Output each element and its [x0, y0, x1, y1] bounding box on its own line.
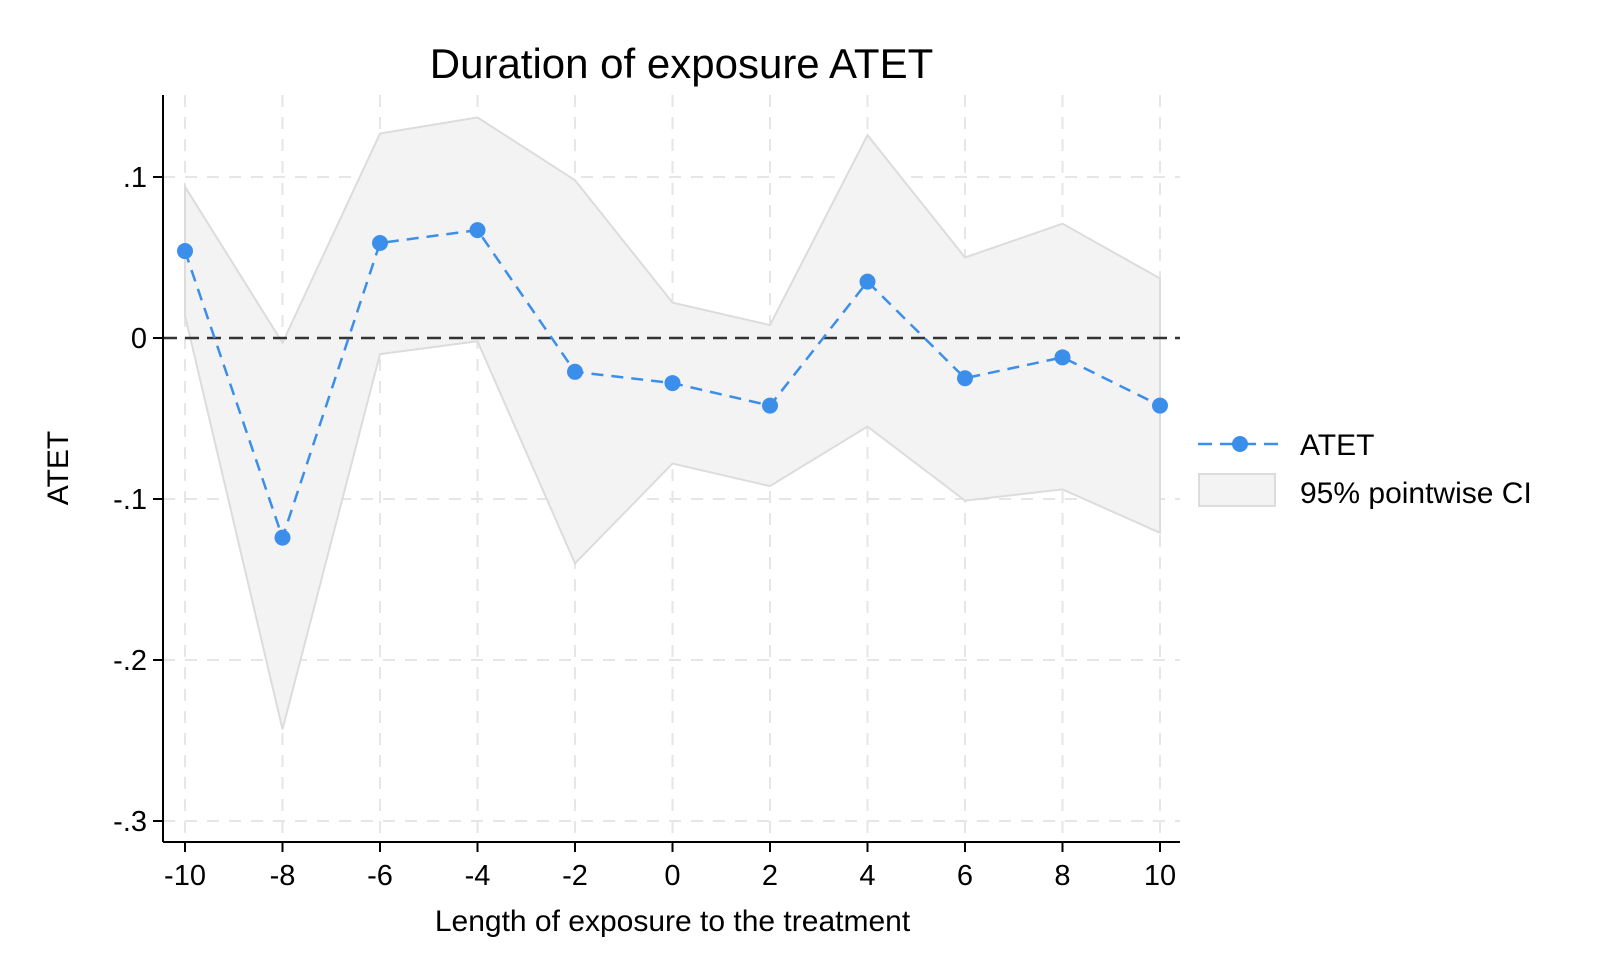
x-tick-label: -2 [562, 860, 588, 892]
y-tick-label: 0 [131, 323, 147, 355]
legend-ci-label: 95% pointwise CI [1300, 477, 1532, 510]
atet-point [372, 235, 388, 252]
atet-point [177, 243, 193, 260]
x-axis-title: Length of exposure to the treatment [435, 905, 911, 938]
x-tick-label: 0 [664, 860, 680, 892]
chart-title: Duration of exposure ATET [430, 40, 933, 87]
axes-layer: -10 -8 -6 -4 -2 0 2 4 6 8 10 -.3 -.2 -.1 0 .1 [113, 95, 1180, 892]
atet-point [1054, 349, 1071, 366]
x-tick-label: 6 [957, 860, 973, 892]
legend-atet-label: ATET [1300, 429, 1374, 462]
x-tick-label: 2 [762, 860, 778, 892]
x-tick-label: 10 [1144, 860, 1176, 892]
y-axis-title: ATET [42, 431, 75, 505]
legend-ci-swatch [1198, 473, 1276, 507]
y-tick-label: -.3 [113, 806, 147, 838]
ci-band [184, 116, 1161, 730]
atet-point [1152, 397, 1168, 414]
x-tick-label: 8 [1054, 860, 1070, 892]
y-tick-label: -.2 [113, 645, 147, 677]
legend: ATET 95% pointwise CI [1198, 429, 1532, 510]
x-tick-label: -6 [367, 860, 393, 892]
atet-point [567, 363, 583, 380]
y-tick-label: .1 [123, 162, 147, 194]
atet-point [859, 273, 876, 290]
atet-point [664, 375, 681, 392]
x-tick-label: 4 [859, 860, 875, 892]
x-tick-label: -8 [270, 860, 296, 892]
series-layer [177, 222, 1168, 546]
y-tick-label: -.1 [113, 484, 147, 516]
atet-point [957, 370, 973, 387]
atet-point [762, 397, 778, 414]
legend-atet-marker [1232, 436, 1248, 452]
ci-band-layer [184, 116, 1161, 730]
atet-point [274, 529, 291, 546]
x-tick-label: -10 [164, 860, 206, 892]
x-tick-label: -4 [465, 860, 491, 892]
atet-point [469, 222, 486, 239]
